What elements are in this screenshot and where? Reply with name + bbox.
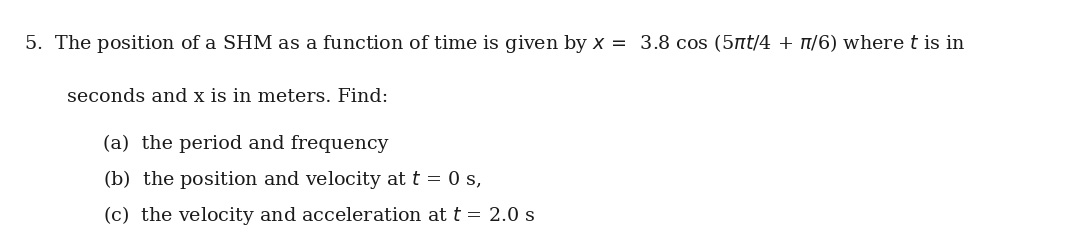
Text: (a)  the period and frequency: (a) the period and frequency — [103, 135, 388, 153]
Text: seconds and x is in meters. Find:: seconds and x is in meters. Find: — [67, 88, 388, 106]
Text: 5.  The position of a SHM as a function of time is given by $x\, =\,$ 3.8 cos (5: 5. The position of a SHM as a function o… — [24, 32, 964, 55]
Text: (b)  the position and velocity at $t$ = 0 s,: (b) the position and velocity at $t$ = 0… — [103, 168, 481, 191]
Text: (c)  the velocity and acceleration at $t$ = 2.0 s: (c) the velocity and acceleration at $t$… — [103, 204, 535, 227]
